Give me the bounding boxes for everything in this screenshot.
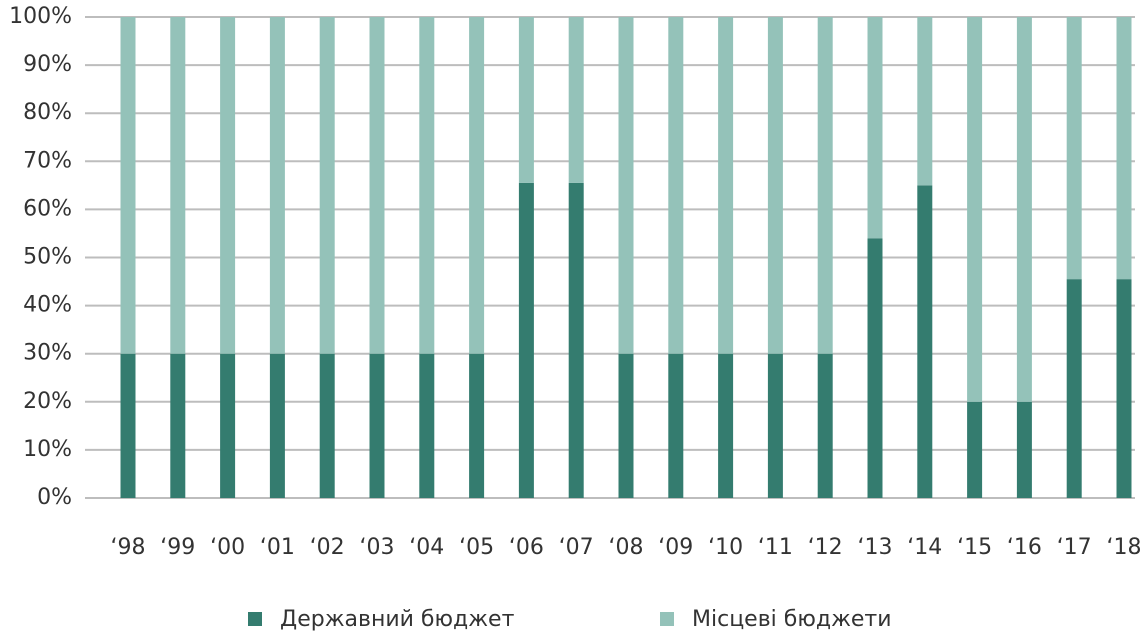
x-tick-label: ‘11 [758, 535, 793, 560]
bar-segment [718, 353, 734, 498]
bar-segment [767, 353, 783, 498]
bar-segment [568, 17, 584, 183]
y-tick-label: 50% [23, 245, 72, 270]
bar-segment [170, 353, 186, 498]
bar-segment [1116, 279, 1132, 498]
bar-segment [419, 353, 435, 498]
legend-label: Місцеві бюджети [692, 607, 892, 632]
bar-segment [220, 17, 236, 354]
y-tick-label: 10% [23, 437, 72, 462]
y-tick-label: 30% [23, 341, 72, 366]
bar-segment [568, 182, 584, 498]
bar-segment [967, 17, 983, 402]
y-tick-label: 70% [23, 148, 72, 173]
x-tick-label: ‘07 [559, 535, 594, 560]
bar-segment [369, 17, 385, 354]
bar-segment [1116, 17, 1132, 280]
bar-segment [419, 17, 435, 354]
y-tick-label: 20% [23, 389, 72, 414]
x-tick-label: ‘17 [1057, 535, 1092, 560]
bar-segment [1066, 17, 1082, 280]
bar-segment [817, 353, 833, 498]
y-tick-label: 0% [37, 485, 72, 510]
x-tick-label: ‘01 [260, 535, 295, 560]
x-tick-label: ‘00 [210, 535, 245, 560]
bar-segment [518, 182, 534, 498]
legend-swatch [248, 612, 262, 626]
x-tick-label: ‘09 [658, 535, 693, 560]
bar-segment [170, 17, 186, 354]
bar-segment [120, 353, 136, 498]
y-tick-label: 40% [23, 293, 72, 318]
bar-segment [469, 353, 485, 498]
bar-segment [718, 17, 734, 354]
bar-segment [319, 17, 335, 354]
bar-segment [469, 17, 485, 354]
bar-segment [1016, 17, 1032, 402]
x-tick-label: ‘16 [1007, 535, 1042, 560]
bar-segment [269, 17, 285, 354]
legend-swatch [660, 612, 674, 626]
x-tick-label: ‘08 [609, 535, 644, 560]
bar-segment [120, 17, 136, 354]
x-tick-label: ‘13 [858, 535, 893, 560]
bar-segment [618, 353, 634, 498]
x-tick-label: ‘05 [459, 535, 494, 560]
x-tick-label: ‘99 [160, 535, 195, 560]
bar-segment [917, 185, 933, 498]
x-tick-label: ‘03 [360, 535, 395, 560]
x-tick-label: ‘18 [1107, 535, 1142, 560]
bar-segment [269, 353, 285, 498]
bar-segment [967, 401, 983, 498]
bar-segment [369, 353, 385, 498]
bar-segment [319, 353, 335, 498]
bar-segment [518, 17, 534, 183]
bar-segment [618, 17, 634, 354]
bar-segment [917, 17, 933, 186]
bar-segment [668, 353, 684, 498]
y-tick-label: 80% [23, 100, 72, 125]
y-tick-label: 90% [23, 52, 72, 77]
y-tick-label: 60% [23, 196, 72, 221]
x-tick-label: ‘98 [111, 535, 146, 560]
bar-segment [1066, 279, 1082, 498]
bar-segment [1016, 401, 1032, 498]
legend-label: Державний бюджет [280, 607, 515, 632]
x-tick-label: ‘02 [310, 535, 345, 560]
x-tick-label: ‘06 [509, 535, 544, 560]
y-tick-label: 100% [9, 4, 72, 29]
bar-segment [817, 17, 833, 354]
x-tick-label: ‘15 [957, 535, 992, 560]
bar-segment [867, 17, 883, 239]
bar-segment [220, 353, 236, 498]
bar-segment [668, 17, 684, 354]
x-tick-label: ‘04 [409, 535, 444, 560]
bar-segment [867, 238, 883, 498]
x-tick-label: ‘10 [708, 535, 743, 560]
x-tick-label: ‘14 [907, 535, 942, 560]
x-tick-label: ‘12 [808, 535, 843, 560]
bar-segment [767, 17, 783, 354]
